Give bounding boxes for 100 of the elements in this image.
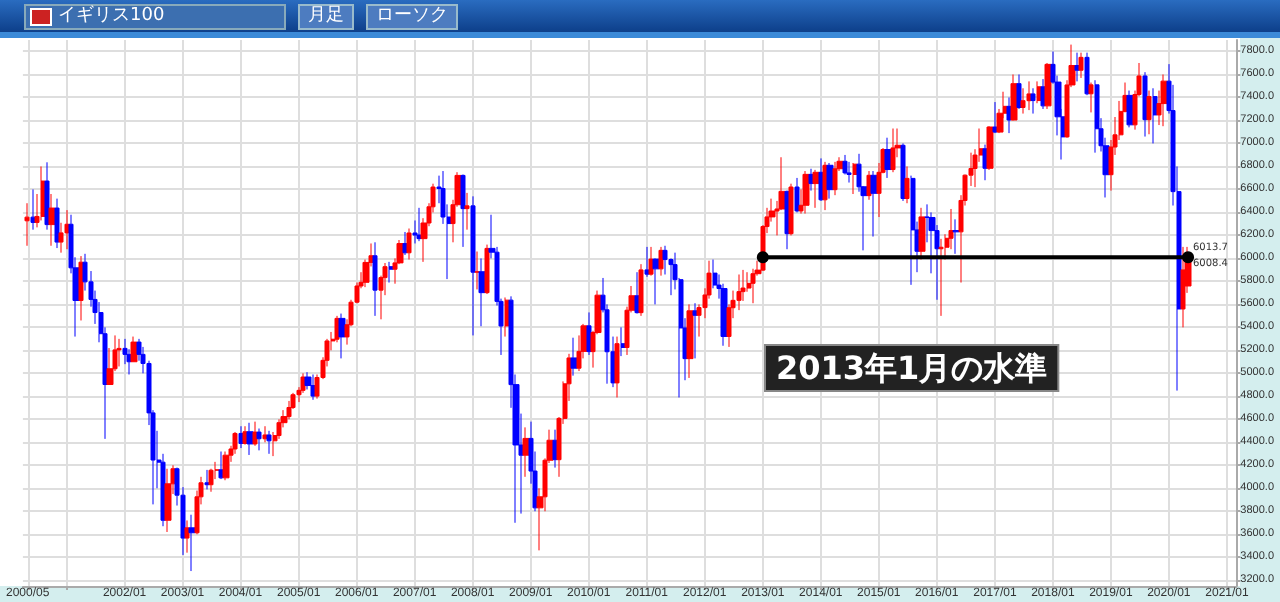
- candlestick: [842, 154, 848, 175]
- candlestick: [1084, 52, 1090, 96]
- candlestick: [692, 302, 698, 359]
- candlestick: [1152, 87, 1158, 144]
- candlestick: [238, 425, 244, 449]
- candlestick: [460, 173, 466, 248]
- candlestick: [918, 207, 926, 261]
- candlestick: [372, 241, 378, 317]
- candlestick: [952, 218, 960, 255]
- candlestick: [1160, 73, 1168, 127]
- candlestick: [812, 169, 820, 209]
- candlestick: [188, 514, 196, 572]
- candlestick: [938, 238, 944, 317]
- candlestick: [334, 315, 340, 343]
- candlestick: [870, 170, 878, 238]
- candlestick: [904, 165, 910, 204]
- candlestick: [852, 162, 858, 195]
- candlestick: [992, 101, 998, 134]
- candlestick: [1088, 82, 1094, 113]
- candlestick: [1006, 96, 1012, 134]
- candlestick: [620, 326, 626, 357]
- candlestick: [1016, 73, 1022, 110]
- candlestick: [504, 296, 510, 338]
- candlestick: [826, 162, 834, 200]
- candlestick: [638, 263, 644, 317]
- candlestick: [64, 209, 70, 250]
- candlestick: [866, 170, 872, 201]
- candlestick: [750, 268, 756, 304]
- candlestick: [634, 271, 640, 315]
- candlestick: [266, 430, 272, 455]
- candlestick: [246, 422, 254, 456]
- candlestick: [1044, 62, 1052, 110]
- candlestick: [802, 170, 810, 215]
- candlestick: [478, 257, 486, 327]
- candlestick: [890, 128, 896, 173]
- candlestick: [402, 231, 408, 256]
- candlestick: [900, 142, 906, 202]
- candlestick: [740, 269, 746, 302]
- candlestick: [222, 451, 230, 481]
- candlestick: [570, 337, 578, 377]
- candlestick: [818, 157, 824, 202]
- candlestick: [184, 519, 190, 554]
- candlestick: [204, 469, 210, 490]
- candlestick: [1030, 87, 1036, 115]
- candlestick: [644, 246, 650, 278]
- candlestick: [232, 431, 238, 455]
- candlestick: [586, 311, 592, 356]
- candlestick: [522, 426, 530, 478]
- candlestick: [1010, 73, 1018, 121]
- candlestick: [1026, 80, 1032, 111]
- candlestick: [252, 421, 258, 447]
- candlestick: [552, 429, 558, 469]
- chart-title: イギリス100: [58, 5, 165, 27]
- candlestick: [338, 313, 346, 359]
- candlestick: [218, 451, 224, 480]
- candlestick: [464, 192, 470, 231]
- candlestick: [1180, 246, 1186, 328]
- candlestick: [686, 303, 694, 379]
- candlestick: [784, 190, 790, 250]
- candlestick: [808, 168, 814, 192]
- candlestick: [1142, 71, 1148, 138]
- candlestick: [788, 183, 794, 236]
- candlestick: [1094, 79, 1100, 154]
- candlestick: [846, 161, 852, 184]
- candlestick: [54, 198, 60, 249]
- candlestick: [1078, 52, 1084, 79]
- candlestick: [794, 177, 800, 213]
- candlestick: [164, 468, 172, 533]
- candlestick: [300, 372, 306, 394]
- candlestick: [1020, 87, 1026, 115]
- candlestick: [832, 161, 838, 196]
- candlestick: [884, 137, 892, 179]
- candlestick: [1146, 90, 1152, 135]
- candlestick: [470, 195, 476, 336]
- candlestick: [44, 161, 50, 231]
- candlestick: [736, 273, 742, 311]
- text: ローソク: [366, 3, 459, 29]
- candlestick: [986, 125, 994, 171]
- candlestick: [406, 228, 412, 261]
- candlestick: [484, 244, 490, 295]
- candlestick: [262, 425, 268, 443]
- candlestick: [116, 338, 122, 367]
- candlestick: [208, 468, 214, 493]
- candlestick: [652, 257, 660, 305]
- candlestick: [1074, 52, 1080, 82]
- candlestick: [1036, 80, 1042, 104]
- candlestick: [474, 251, 480, 290]
- candlestick: [1040, 78, 1046, 110]
- candlestick: [822, 161, 828, 211]
- candlestick: [910, 175, 916, 286]
- candlestick: [78, 255, 84, 321]
- candlestick: [24, 202, 30, 247]
- candlestick: [648, 246, 654, 277]
- candlestick: [256, 428, 262, 451]
- candlestick: [388, 261, 394, 284]
- candlestick: [614, 336, 620, 398]
- candlestick: [286, 400, 292, 420]
- candlestick: [48, 193, 56, 247]
- candlestick: [242, 425, 248, 446]
- candlestick: [40, 165, 46, 221]
